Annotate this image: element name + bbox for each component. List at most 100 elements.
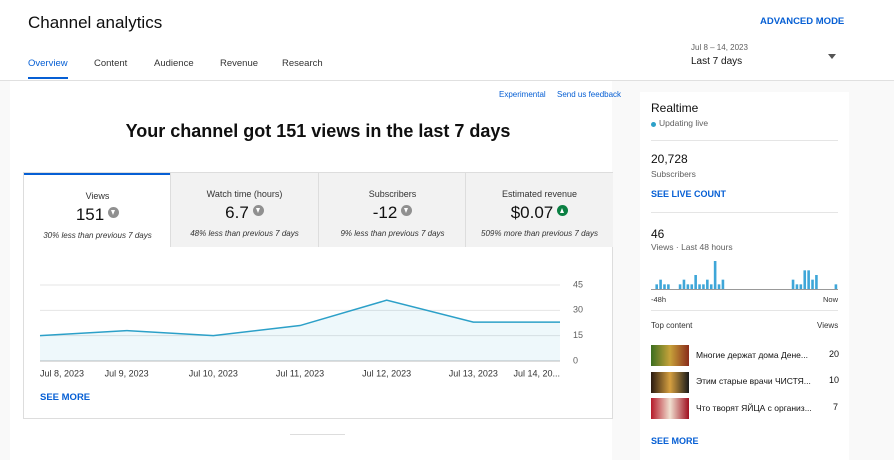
see-live-count[interactable]: SEE LIVE COUNT <box>651 189 727 199</box>
metric-note: 48% less than previous 7 days <box>190 229 299 238</box>
bar <box>686 284 690 289</box>
x-label: Now <box>823 295 839 304</box>
x-tick-label: Jul 10, 2023 <box>189 368 238 378</box>
subscriber-count: 20,728 <box>651 152 688 166</box>
y-tick-label: 45 <box>573 279 583 289</box>
bar <box>663 284 666 289</box>
up-icon <box>557 205 569 216</box>
top-content-header: Top content <box>651 321 693 330</box>
x-tick-label: Jul 9, 2023 <box>105 368 149 378</box>
realtime-title: Realtime <box>651 101 699 115</box>
x-tick-label: Jul 8, 2023 <box>40 368 84 378</box>
page-title: Channel analytics <box>28 13 163 32</box>
bar <box>698 284 701 289</box>
bar <box>815 275 818 289</box>
live-status: Updating live <box>659 118 709 128</box>
down-icon <box>108 207 120 218</box>
headline: Your channel got 151 views in the last 7… <box>125 121 511 141</box>
bar <box>706 279 709 289</box>
video-views: 7 <box>833 402 839 412</box>
dropdown-arrow[interactable] <box>828 54 836 59</box>
views-header: Views <box>817 321 839 330</box>
tab[interactable]: Revenue <box>220 58 259 69</box>
metric-label: Views <box>85 191 110 201</box>
video-title[interactable]: Этим старые врачи ЧИСТЯ... <box>696 376 811 386</box>
bar <box>799 284 803 289</box>
video-title[interactable]: Что творят ЯЙЦА с организ... <box>696 403 812 413</box>
metric-tab[interactable]: Estimated revenue $0.07 509% more than p… <box>465 173 613 247</box>
line-chart: 0 15 30 45 Jul 8, 2023 Jul 9, 2023 Jul 10, 202… <box>39 279 583 378</box>
down-icon <box>252 205 264 216</box>
views-count: 46 <box>651 227 665 241</box>
bar <box>702 284 705 289</box>
feedback-link[interactable]: Send us feedback <box>557 90 622 99</box>
bar-chart <box>651 261 838 290</box>
tab[interactable]: Audience <box>154 58 194 69</box>
y-tick-label: 0 <box>573 355 578 365</box>
see-more-realtime[interactable]: SEE MORE <box>651 436 699 446</box>
bar <box>659 279 662 289</box>
metric-note: 509% more than previous 7 days <box>481 229 598 238</box>
bar <box>834 284 838 289</box>
bar <box>709 284 713 289</box>
metric-label: Subscribers <box>368 189 417 199</box>
metric-tab[interactable]: Subscribers -12 9% less than previous 7 … <box>318 173 466 247</box>
tab[interactable]: Research <box>282 58 323 69</box>
thumbnail[interactable] <box>651 345 689 366</box>
metric-value: -12 <box>372 203 398 222</box>
thumbnail[interactable] <box>651 372 689 393</box>
bar <box>667 284 670 289</box>
metric-value: 151 <box>75 205 105 224</box>
metric-value: $0.07 <box>510 203 554 222</box>
thumbnail[interactable] <box>651 398 689 419</box>
video-title[interactable]: Многие держат дома Дене... <box>696 350 808 360</box>
metric-tab[interactable]: Watch time (hours) 6.7 48% less than pre… <box>170 173 318 247</box>
bar <box>713 261 717 289</box>
bar <box>803 270 807 289</box>
bar <box>811 279 814 289</box>
tab-indicator <box>28 77 68 79</box>
views-label: Views · Last 48 hours <box>651 242 733 252</box>
metric-tab[interactable]: Views 151 30% less than previous 7 days <box>24 173 171 247</box>
x-tick-label: Jul 13, 2023 <box>449 368 498 378</box>
bar <box>717 284 721 289</box>
period[interactable]: Last 7 days <box>691 56 743 67</box>
tab[interactable]: Content <box>94 58 128 69</box>
x-label: -48h <box>651 295 667 304</box>
metric-label: Estimated revenue <box>501 189 578 199</box>
header <box>0 0 894 81</box>
area <box>40 300 560 361</box>
separator <box>651 140 838 141</box>
see-more[interactable]: SEE MORE <box>40 392 91 403</box>
subscriber-label: Subscribers <box>651 169 696 179</box>
bar <box>682 279 686 289</box>
bar <box>721 279 725 289</box>
separator <box>651 310 838 311</box>
bar <box>807 270 810 289</box>
bar <box>795 284 799 289</box>
bar <box>655 284 658 289</box>
bar <box>678 284 682 289</box>
x-tick-label: Jul 11, 2023 <box>276 368 324 378</box>
advanced-mode[interactable]: ADVANCED MODE <box>760 16 845 27</box>
x-tick-label: Jul 12, 2023 <box>362 368 411 378</box>
metric-note: 9% less than previous 7 days <box>340 229 445 238</box>
separator <box>651 212 838 213</box>
live-dot <box>651 122 656 127</box>
bar <box>690 284 694 289</box>
line <box>39 299 560 337</box>
experimental-link[interactable]: Experimental <box>499 90 546 99</box>
down-icon <box>401 205 413 216</box>
x-tick-label: Jul 14, 20... <box>513 368 560 378</box>
video-views: 20 <box>829 349 840 359</box>
bar <box>694 275 697 289</box>
tab[interactable]: Overview <box>28 58 68 69</box>
y-tick-label: 30 <box>573 305 583 315</box>
metric-note: 30% less than previous 7 days <box>43 231 152 240</box>
video-views: 10 <box>829 375 840 385</box>
metric-label: Watch time (hours) <box>206 189 283 199</box>
bar <box>791 279 795 289</box>
date-range[interactable]: Jul 8 – 14, 2023 <box>691 43 748 52</box>
pager <box>290 434 345 435</box>
